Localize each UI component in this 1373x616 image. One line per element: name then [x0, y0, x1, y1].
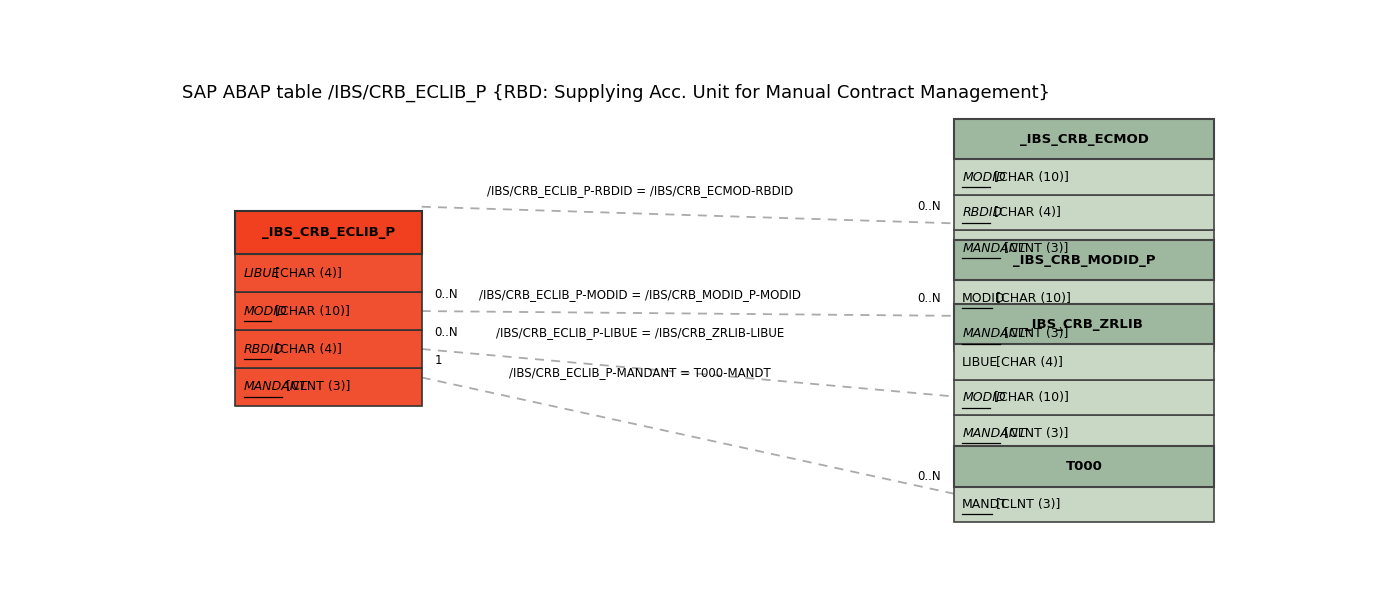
Bar	[954, 380, 1215, 415]
Text: _IBS_CRB_ZRLIB: _IBS_CRB_ZRLIB	[1026, 318, 1142, 331]
Text: SAP ABAP table /IBS/CRB_ECLIB_P {RBD: Supplying Acc. Unit for Manual Contract Ma: SAP ABAP table /IBS/CRB_ECLIB_P {RBD: Su…	[183, 83, 1050, 102]
Bar	[236, 254, 422, 292]
Text: [CHAR (4)]: [CHAR (4)]	[272, 267, 342, 280]
Text: _IBS_CRB_ECLIB_P: _IBS_CRB_ECLIB_P	[262, 226, 395, 240]
Bar	[954, 344, 1215, 380]
Text: LIBUE: LIBUE	[244, 267, 280, 280]
Text: 0..N: 0..N	[434, 288, 459, 301]
Text: [CHAR (4)]: [CHAR (4)]	[272, 342, 342, 355]
Bar	[954, 415, 1215, 451]
Text: MODID: MODID	[962, 291, 1006, 304]
Text: _IBS_CRB_ECMOD: _IBS_CRB_ECMOD	[1020, 132, 1148, 145]
Text: 0..N: 0..N	[917, 293, 941, 306]
Text: MANDANT: MANDANT	[962, 427, 1026, 440]
Text: MANDANT: MANDANT	[962, 241, 1026, 255]
Text: [CLNT (3)]: [CLNT (3)]	[1001, 427, 1068, 440]
Bar	[954, 240, 1215, 280]
Bar	[236, 368, 422, 406]
Text: /IBS/CRB_ECLIB_P-MODID = /IBS/CRB_MODID_P-MODID: /IBS/CRB_ECLIB_P-MODID = /IBS/CRB_MODID_…	[479, 288, 800, 301]
Text: [CHAR (10)]: [CHAR (10)]	[991, 291, 1071, 304]
Text: 1: 1	[434, 354, 442, 367]
Text: MODID: MODID	[244, 304, 287, 318]
Text: [CLNT (3)]: [CLNT (3)]	[1001, 327, 1068, 340]
Text: 0..N: 0..N	[434, 326, 459, 339]
Text: RBDID: RBDID	[244, 342, 284, 355]
Bar	[954, 230, 1215, 266]
Text: T000: T000	[1065, 460, 1103, 473]
Text: [CHAR (4)]: [CHAR (4)]	[990, 206, 1060, 219]
Bar	[954, 446, 1215, 487]
Bar	[954, 304, 1215, 344]
Text: [CLNT (3)]: [CLNT (3)]	[1001, 241, 1068, 255]
Text: [CHAR (10)]: [CHAR (10)]	[272, 304, 350, 318]
Text: LIBUE: LIBUE	[962, 355, 998, 368]
Text: MODID: MODID	[962, 171, 1006, 184]
Text: [CHAR (10)]: [CHAR (10)]	[990, 171, 1068, 184]
Text: MANDANT: MANDANT	[244, 381, 308, 394]
Bar	[954, 316, 1215, 351]
Text: /IBS/CRB_ECLIB_P-MANDANT = T000-MANDT: /IBS/CRB_ECLIB_P-MANDANT = T000-MANDT	[509, 367, 770, 379]
Bar	[954, 195, 1215, 230]
Text: [CHAR (10)]: [CHAR (10)]	[990, 391, 1068, 404]
Text: 0..N: 0..N	[917, 200, 941, 213]
Text: MANDANT: MANDANT	[962, 327, 1026, 340]
Bar	[236, 330, 422, 368]
Text: [CLNT (3)]: [CLNT (3)]	[283, 381, 350, 394]
Bar	[954, 280, 1215, 316]
Text: 0..N: 0..N	[917, 470, 941, 484]
Text: [CLNT (3)]: [CLNT (3)]	[991, 498, 1060, 511]
Bar	[954, 160, 1215, 195]
Text: [CHAR (4)]: [CHAR (4)]	[991, 355, 1063, 368]
Text: /IBS/CRB_ECLIB_P-RBDID = /IBS/CRB_ECMOD-RBDID: /IBS/CRB_ECLIB_P-RBDID = /IBS/CRB_ECMOD-…	[486, 184, 794, 197]
Text: MODID: MODID	[962, 391, 1006, 404]
Bar	[236, 292, 422, 330]
Text: MANDT: MANDT	[962, 498, 1008, 511]
Text: _IBS_CRB_MODID_P: _IBS_CRB_MODID_P	[1013, 254, 1155, 267]
Text: /IBS/CRB_ECLIB_P-LIBUE = /IBS/CRB_ZRLIB-LIBUE: /IBS/CRB_ECLIB_P-LIBUE = /IBS/CRB_ZRLIB-…	[496, 326, 784, 339]
Bar	[954, 119, 1215, 160]
Bar	[954, 487, 1215, 522]
Bar	[236, 211, 422, 254]
Text: RBDID: RBDID	[962, 206, 1002, 219]
